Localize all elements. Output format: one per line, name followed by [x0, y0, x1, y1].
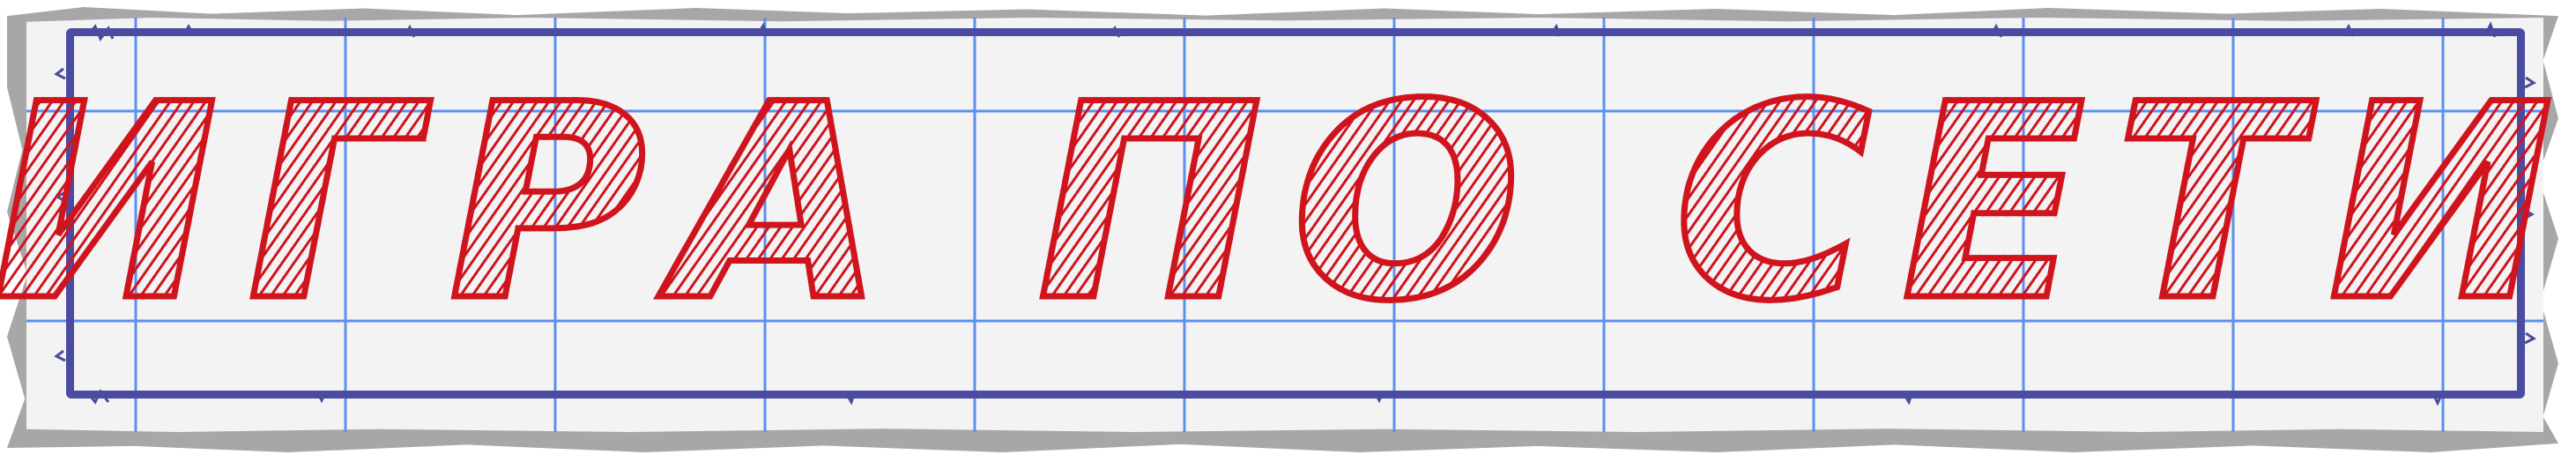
notebook-grid — [26, 18, 2543, 432]
game-title: ИГРА ПО СЕТИ — [0, 43, 2576, 362]
frame-scribble — [54, 21, 2536, 406]
hand-drawn-frame — [66, 28, 2525, 399]
notebook-paper — [26, 18, 2543, 432]
